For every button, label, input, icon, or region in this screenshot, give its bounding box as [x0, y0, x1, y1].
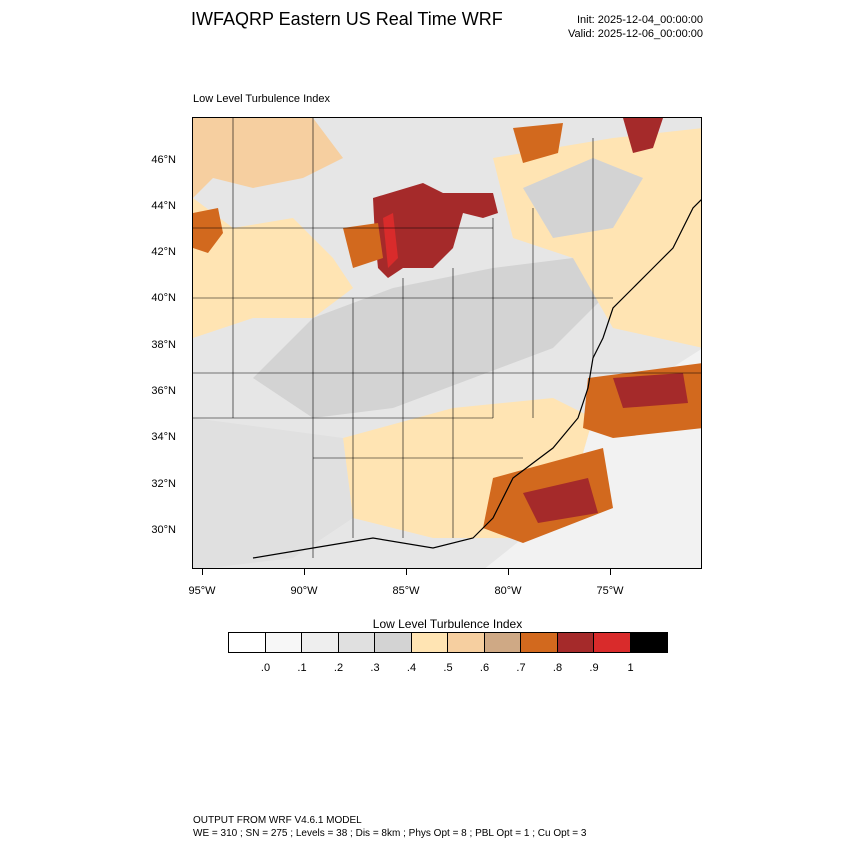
field-subtitle: Low Level Turbulence Index [193, 93, 330, 105]
wisconsin-patch [343, 223, 383, 268]
ontario-field [523, 158, 643, 238]
lon-tick-80 [508, 569, 509, 575]
lat-label-34: 34°N [151, 431, 176, 443]
colorbar-swatch-0 [229, 633, 266, 652]
colorbar-swatch-11 [630, 633, 667, 652]
quebec-patch [513, 123, 563, 163]
colorbar-label-2: .2 [333, 662, 344, 674]
lon-tick-95 [202, 569, 203, 575]
colorbar-label-9: .9 [589, 662, 599, 674]
offshore-core-north [613, 373, 688, 408]
state-lines-zonal [193, 227, 613, 459]
coastline [252, 199, 701, 559]
lat-label-46: 46°N [151, 154, 176, 166]
colorbar-label-4: .4 [406, 662, 417, 674]
colorbar-swatch-8 [521, 633, 558, 652]
colorbar-label-10: 1 [627, 662, 634, 674]
colorbar-label-7: .7 [516, 662, 526, 674]
lake-michigan-max [383, 213, 398, 268]
lat-label-32: 32°N [151, 478, 176, 490]
colorbar-label-6: .6 [479, 662, 490, 674]
lat-label-38: 38°N [151, 339, 176, 351]
colorbar-swatch-3 [338, 633, 375, 652]
lon-label-85: 85°W [392, 585, 420, 597]
lon-tick-85 [406, 569, 407, 575]
lon-label-95: 95°W [188, 585, 216, 597]
ne-corner-patch [623, 118, 663, 153]
lat-label-40: 40°N [151, 292, 176, 304]
lon-label-90: 90°W [290, 585, 318, 597]
colorbar-label-1: .1 [297, 662, 307, 674]
colorbar-title: Low Level Turbulence Index [372, 617, 523, 631]
colorbar-swatch-2 [302, 633, 339, 652]
colorbar-label-5: .5 [443, 662, 453, 674]
time-info: Init: 2025-12-04_00:00:00 Valid: 2025-12… [568, 13, 703, 41]
lake-michigan-high [373, 183, 498, 278]
colorbar-swatch-10 [594, 633, 631, 652]
lat-label-30: 30°N [151, 524, 176, 536]
lat-label-42: 42°N [151, 246, 176, 258]
colorbar-swatch-9 [557, 633, 594, 652]
lon-tick-75 [610, 569, 611, 575]
colorbar-label-8: .8 [552, 662, 563, 674]
colorbar-label-0: .0 [260, 662, 271, 674]
map-canvas [193, 118, 701, 568]
lon-tick-90 [304, 569, 305, 575]
colorbar-swatch-6 [448, 633, 485, 652]
valid-time: Valid: 2025-12-06_00:00:00 [568, 28, 703, 40]
colorbar-label-3: .3 [370, 662, 380, 674]
colorbar-swatch-1 [265, 633, 302, 652]
footer-model: OUTPUT FROM WRF V4.6.1 MODEL [193, 815, 362, 826]
colorbar-swatch-5 [411, 633, 448, 652]
map-panel [192, 117, 702, 569]
offshore-core-south [523, 478, 598, 523]
lat-label-44: 44°N [151, 200, 176, 212]
footer-config: WE = 310 ; SN = 275 ; Levels = 38 ; Dis … [193, 828, 587, 839]
lat-label-36: 36°N [151, 385, 176, 397]
plot-title: IWFAQRP Eastern US Real Time WRF [191, 9, 503, 29]
init-time: Init: 2025-12-04_00:00:00 [577, 14, 703, 26]
nw-field [193, 118, 343, 198]
lon-label-75: 75°W [596, 585, 624, 597]
iowa-patch [193, 208, 223, 253]
colorbar-swatch-7 [484, 633, 521, 652]
colorbar [228, 632, 668, 653]
model-footer: OUTPUT FROM WRF V4.6.1 MODEL WE = 310 ; … [193, 814, 586, 840]
lon-label-80: 80°W [494, 585, 522, 597]
colorbar-swatch-4 [375, 633, 412, 652]
